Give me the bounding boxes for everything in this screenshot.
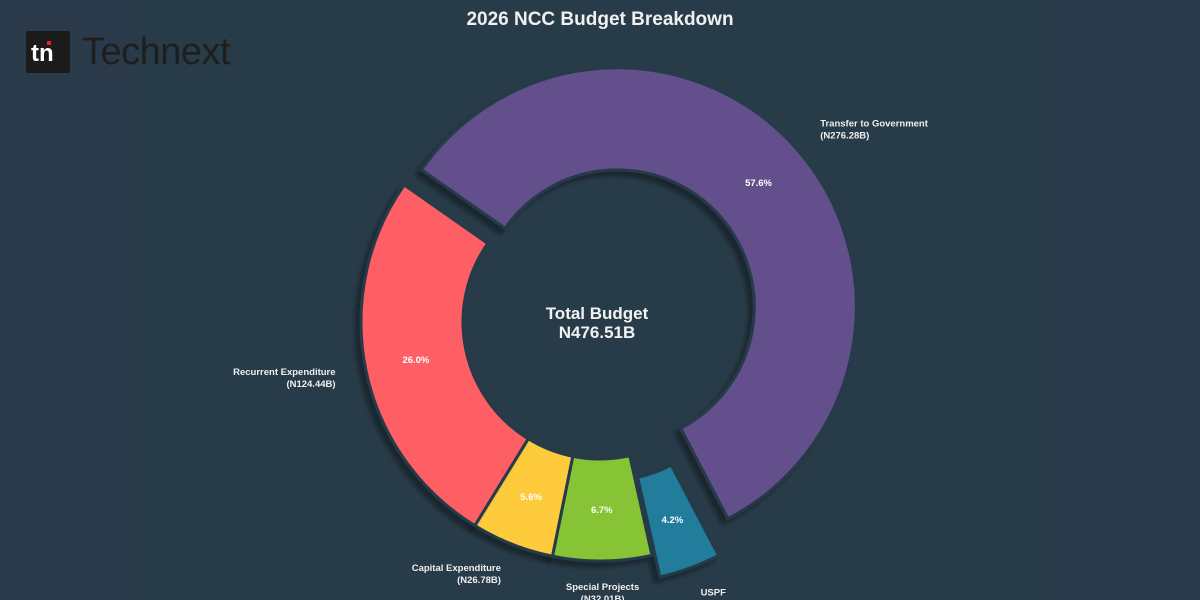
chart-title: 2026 NCC Budget Breakdown xyxy=(466,9,733,30)
center-label-title: Total Budget xyxy=(546,304,649,323)
technext-logo: tn Technext xyxy=(26,30,231,73)
technext-logo-text: Technext xyxy=(82,30,231,73)
category-label-uspf: USPF(N20.0B) xyxy=(701,587,740,600)
percent-label-capital-expenditure: 5.6% xyxy=(520,492,542,503)
percent-label-uspf: 4.2% xyxy=(662,515,684,526)
percent-label-special-projects: 6.7% xyxy=(591,505,613,516)
slices-group xyxy=(359,66,858,579)
logo-mark-glyph: tn xyxy=(31,40,54,67)
percent-label-recurrent-expenditure: 26.0% xyxy=(402,355,429,366)
category-label-special-projects: Special Projects (N32.01B) xyxy=(566,582,639,600)
category-label-recurrent-expenditure: Recurrent Expenditure (N124.44B) xyxy=(233,367,335,390)
slice-recurrent-expenditure xyxy=(359,182,531,528)
center-label-total: N476.51B xyxy=(559,323,636,342)
category-label-transfer-to-government: Transfer to Government (N276.28B) xyxy=(820,119,929,142)
category-label-capital-expenditure: Capital Expenditure (N26.78B) xyxy=(412,563,501,586)
technext-logo-mark: tn xyxy=(26,31,70,73)
slice-uspf xyxy=(635,463,721,579)
slice-transfer-to-government xyxy=(419,66,858,521)
percent-label-transfer-to-government: 57.6% xyxy=(745,178,772,189)
